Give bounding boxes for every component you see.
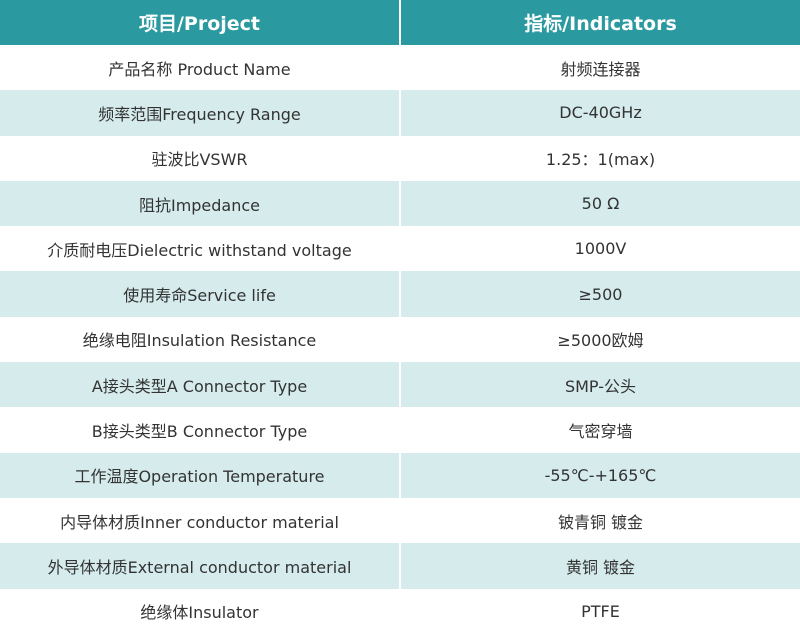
value-cell: DC-40GHz [400, 90, 800, 136]
table-row: 内导体材质Inner conductor material 铍青铜 镀金 [0, 497, 800, 544]
item-cell: 内导体材质Inner conductor material [0, 497, 401, 544]
item-cell: B接头类型B Connector Type [0, 407, 401, 453]
item-cell: 产品名称 Product Name [0, 45, 401, 91]
table-header: 项目/Project 指标/Indicators [0, 0, 800, 45]
table-row: 阻抗Impedance 50 Ω [0, 180, 800, 227]
value-cell: 50 Ω [400, 180, 800, 227]
table-row: 介质耐电压Dielectric withstand voltage 1000V [0, 226, 800, 272]
header-cell: 指标/Indicators [400, 0, 800, 45]
value-cell: 射频连接器 [560, 59, 641, 79]
item-cell: 驻波比VSWR [0, 135, 401, 181]
item-cell: 工作温度Operation Temperature [0, 452, 401, 498]
value-cell: 1.25：1(max) [545, 150, 656, 170]
table-row: 绝缘体Insulator PTFE [0, 588, 800, 634]
table-row: 频率范围Frequency Range DC-40GHz [0, 90, 800, 136]
table-row: 绝缘电阻Insulation Resistance ≥5000欧姆 [0, 316, 800, 363]
item-cell: 频率范围Frequency Range [0, 90, 401, 136]
table-row: B接头类型B Connector Type 气密穿墙 [0, 407, 800, 453]
item-cell: 介质耐电压Dielectric withstand voltage [0, 226, 401, 272]
value-cell: 黄铜 镀金 [400, 543, 800, 589]
value-cell: 铍青铜 镀金 [557, 512, 644, 532]
table-row: 外导体材质External conductor material 黄铜 镀金 [0, 543, 800, 589]
value-cell: 1000V [574, 239, 627, 259]
table-row: 产品名称 Product Name 射频连接器 [0, 45, 800, 91]
item-cell: A接头类型A Connector Type [0, 362, 401, 408]
value-cell: PTFE [581, 601, 620, 621]
value-cell: 气密穿墙 [568, 422, 633, 442]
item-cell: 使用寿命Service life [0, 271, 401, 317]
value-cell: -55℃-+165℃ [400, 452, 800, 498]
item-cell: 外导体材质External conductor material [0, 543, 401, 589]
value-cell: ≥5000欧姆 [557, 331, 644, 351]
value-cell: SMP-公头 [400, 362, 800, 408]
table-row: 使用寿命Service life ≥500 [0, 271, 800, 317]
table-body: 产品名称 Product Name 射频连接器频率范围Frequency Rang… [0, 45, 800, 634]
table-row: A接头类型A Connector Type SMP-公头 [0, 362, 800, 408]
item-cell: 绝缘电阻Insulation Resistance [0, 316, 401, 363]
item-cell: 绝缘体Insulator [0, 588, 401, 634]
item-cell: 阻抗Impedance [0, 180, 401, 227]
value-cell: ≥500 [400, 271, 800, 317]
table-row: 驻波比VSWR 1.25：1(max) [0, 135, 800, 181]
header-row: 项目/Project 指标/Indicators [0, 0, 800, 45]
header-cell: 项目/Project [0, 0, 401, 45]
table-row: 工作温度Operation Temperature -55℃-+165℃ [0, 452, 800, 498]
